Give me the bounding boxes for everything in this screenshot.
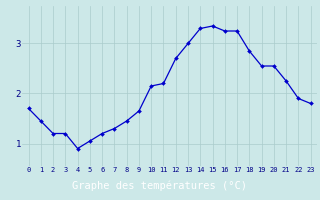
Text: Graphe des températures (°C): Graphe des températures (°C) (73, 181, 247, 191)
